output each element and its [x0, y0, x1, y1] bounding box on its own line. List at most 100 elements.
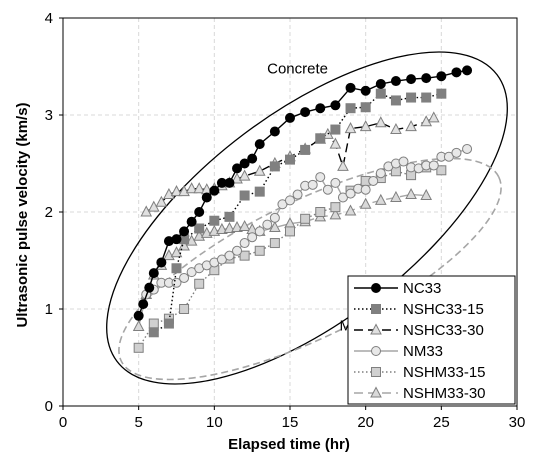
data-point — [374, 116, 387, 128]
data-point — [194, 223, 205, 234]
legend-marker — [371, 367, 381, 377]
y-tick-label: 1 — [45, 301, 53, 318]
data-point — [247, 232, 258, 243]
data-point — [269, 238, 280, 249]
x-tick-label: 25 — [433, 414, 450, 431]
data-point — [247, 153, 258, 164]
data-point — [421, 73, 432, 84]
legend-entry: NM33 — [403, 343, 443, 360]
data-point — [300, 107, 311, 118]
data-point — [307, 179, 318, 190]
data-point — [390, 76, 401, 87]
data-point — [178, 185, 190, 197]
data-point — [148, 318, 159, 329]
data-point — [375, 168, 386, 179]
data-point — [231, 172, 243, 184]
data-point — [345, 188, 356, 199]
data-point — [436, 71, 447, 82]
legend-marker — [371, 283, 381, 293]
data-point — [344, 204, 357, 216]
axis-ticks: 0 5 10 15 20 25 30 0 1 2 3 4 — [45, 10, 526, 431]
data-point — [224, 211, 235, 222]
data-point — [239, 250, 250, 261]
legend: NC33 NSHC33-15 NSHC33-30 NM33 NSHM33-15 NSHM3… — [347, 275, 516, 405]
data-point — [420, 188, 433, 201]
data-point — [428, 160, 439, 171]
data-point — [462, 143, 473, 154]
data-point — [315, 103, 326, 114]
data-point — [216, 222, 228, 234]
data-point — [329, 208, 342, 220]
data-point — [390, 190, 402, 202]
data-point — [374, 193, 387, 205]
y-tick-label: 3 — [45, 107, 53, 124]
data-point — [254, 139, 265, 150]
data-point — [201, 192, 212, 203]
data-point — [171, 234, 182, 245]
data-point — [390, 95, 401, 106]
legend-entry: NSHM33-15 — [403, 364, 486, 381]
data-point — [368, 175, 379, 186]
data-point — [285, 112, 295, 123]
data-point — [239, 238, 250, 249]
data-point — [179, 304, 190, 314]
data-point — [375, 88, 386, 99]
data-point — [179, 272, 190, 283]
y-tick-label: 2 — [45, 204, 53, 221]
data-point — [133, 310, 144, 321]
data-point — [330, 202, 341, 213]
data-point — [315, 172, 326, 183]
data-point — [209, 215, 220, 226]
y-axis-label: Ultrasonic pulse velocity (km/s) — [14, 102, 31, 327]
data-point — [345, 103, 356, 114]
data-point — [262, 219, 273, 230]
data-point — [224, 177, 235, 188]
data-point — [285, 154, 295, 165]
x-tick-label: 15 — [282, 414, 299, 431]
x-tick-label: 20 — [357, 414, 374, 431]
data-point — [193, 229, 206, 241]
data-point — [344, 122, 357, 134]
data-point — [462, 65, 473, 76]
legend-entry: NC33 — [403, 280, 441, 297]
data-point — [148, 268, 159, 279]
data-point — [329, 137, 342, 149]
legend-entry: NSHC33-15 — [403, 301, 484, 318]
y-tick-label: 4 — [45, 10, 53, 27]
annotation-label: Concrete — [267, 60, 328, 77]
data-point — [239, 158, 250, 169]
data-point — [144, 282, 155, 293]
legend-box — [347, 275, 516, 405]
series-nshc33-15 — [148, 88, 447, 338]
data-point — [330, 124, 341, 135]
data-point — [292, 189, 303, 200]
data-point — [193, 182, 206, 194]
series-line — [137, 193, 427, 327]
data-point — [436, 165, 447, 176]
data-point — [133, 342, 144, 353]
data-point — [254, 245, 265, 256]
data-point — [269, 220, 281, 233]
data-point — [315, 207, 326, 217]
data-point — [170, 185, 183, 197]
data-point — [390, 122, 402, 135]
data-point — [254, 226, 265, 237]
data-point — [171, 263, 182, 274]
x-tick-label: 0 — [59, 414, 67, 431]
x-axis-label: Elapsed time (hr) — [228, 436, 350, 453]
data-point — [300, 213, 311, 224]
data-point — [224, 250, 235, 261]
series-line — [145, 117, 435, 213]
data-point — [360, 102, 371, 113]
data-point — [451, 147, 462, 158]
data-point — [285, 195, 295, 206]
data-point — [322, 184, 333, 195]
data-point — [232, 163, 243, 174]
legend-entry: NSHM33-30 — [403, 385, 486, 402]
data-point — [436, 88, 447, 99]
data-point — [406, 92, 417, 103]
data-point — [330, 100, 341, 111]
data-point — [421, 92, 432, 103]
